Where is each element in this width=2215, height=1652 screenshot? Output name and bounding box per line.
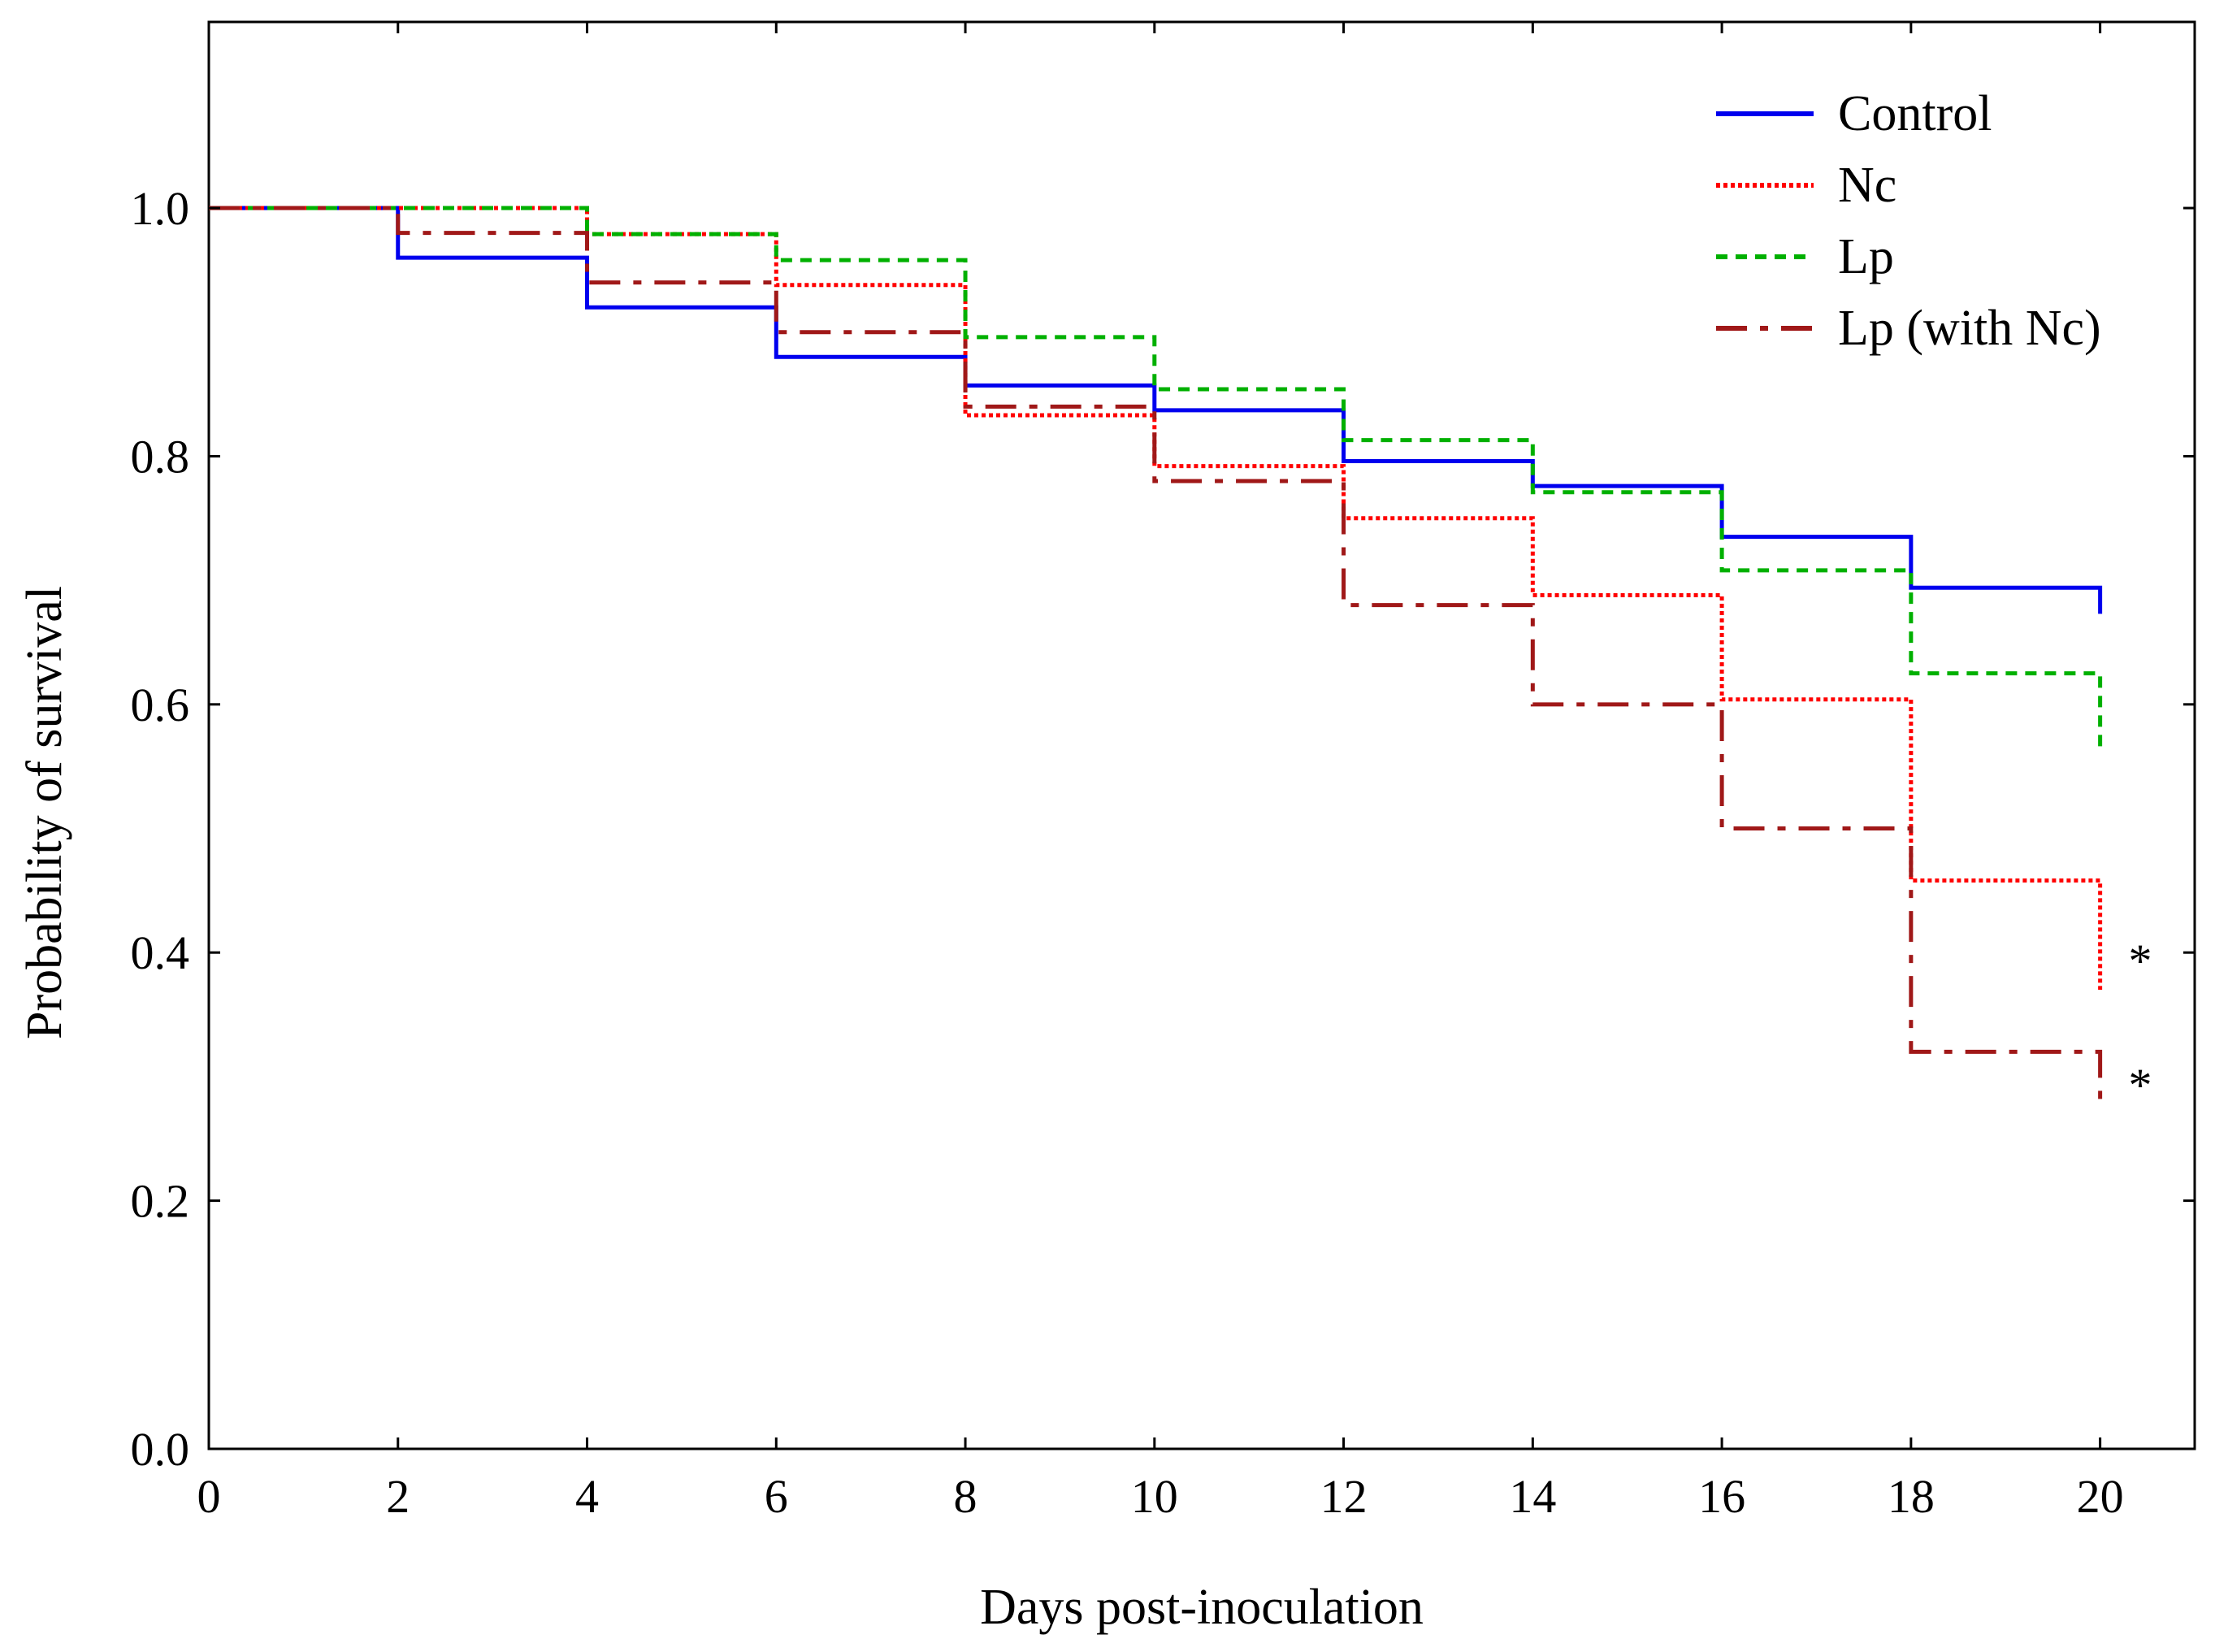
series-line-control [209,206,2103,614]
y-axis-title: Probability of survival [17,586,72,1039]
legend-label: Lp (with Nc) [1838,301,2101,356]
axis-layer: 0 2 4 6 8 10 12 14 16 18 20 0.0 0.2 0.4 0.6 0.8 1.0 [131,22,2195,1523]
x-tick-label: 16 [1698,1470,1745,1523]
x-tick-label: 8 [954,1470,977,1523]
significance-marker: * [2129,934,2152,987]
x-tick-label: 6 [765,1470,788,1523]
plot-frame [207,20,2196,1450]
y-tick-label: 1.0 [131,182,190,235]
x-tick-label: 2 [386,1470,410,1523]
series-line-lp [209,206,2103,754]
x-axis-title: Days post-inoculation [980,1580,1424,1635]
legend-label: Nc [1838,158,1896,213]
x-tick-label: 4 [575,1470,599,1523]
series-line-lp-with-nc [209,206,2103,1102]
annotations: ** [2129,934,2152,1112]
x-tick-label: 12 [1320,1470,1368,1523]
x-tick-label: 10 [1131,1470,1178,1523]
legend: Control Nc Lp Lp (with Nc) [1716,86,2101,356]
x-tick-label: 20 [2077,1470,2124,1523]
x-tick-label: 0 [197,1470,221,1523]
y-tick-label: 0.6 [131,679,190,731]
y-tick-label: 0.4 [131,926,190,979]
y-tick-label: 0.8 [131,430,190,483]
x-tick-label: 18 [1888,1470,1935,1523]
series-line-nc [209,206,2103,991]
series-layer [209,206,2103,1102]
y-tick-label: 0.0 [131,1423,190,1476]
y-tick-label: 0.2 [131,1175,190,1228]
significance-marker: * [2129,1059,2152,1112]
legend-label: Lp [1838,229,1894,284]
legend-label: Control [1838,86,1992,141]
x-tick-label: 14 [1509,1470,1556,1523]
